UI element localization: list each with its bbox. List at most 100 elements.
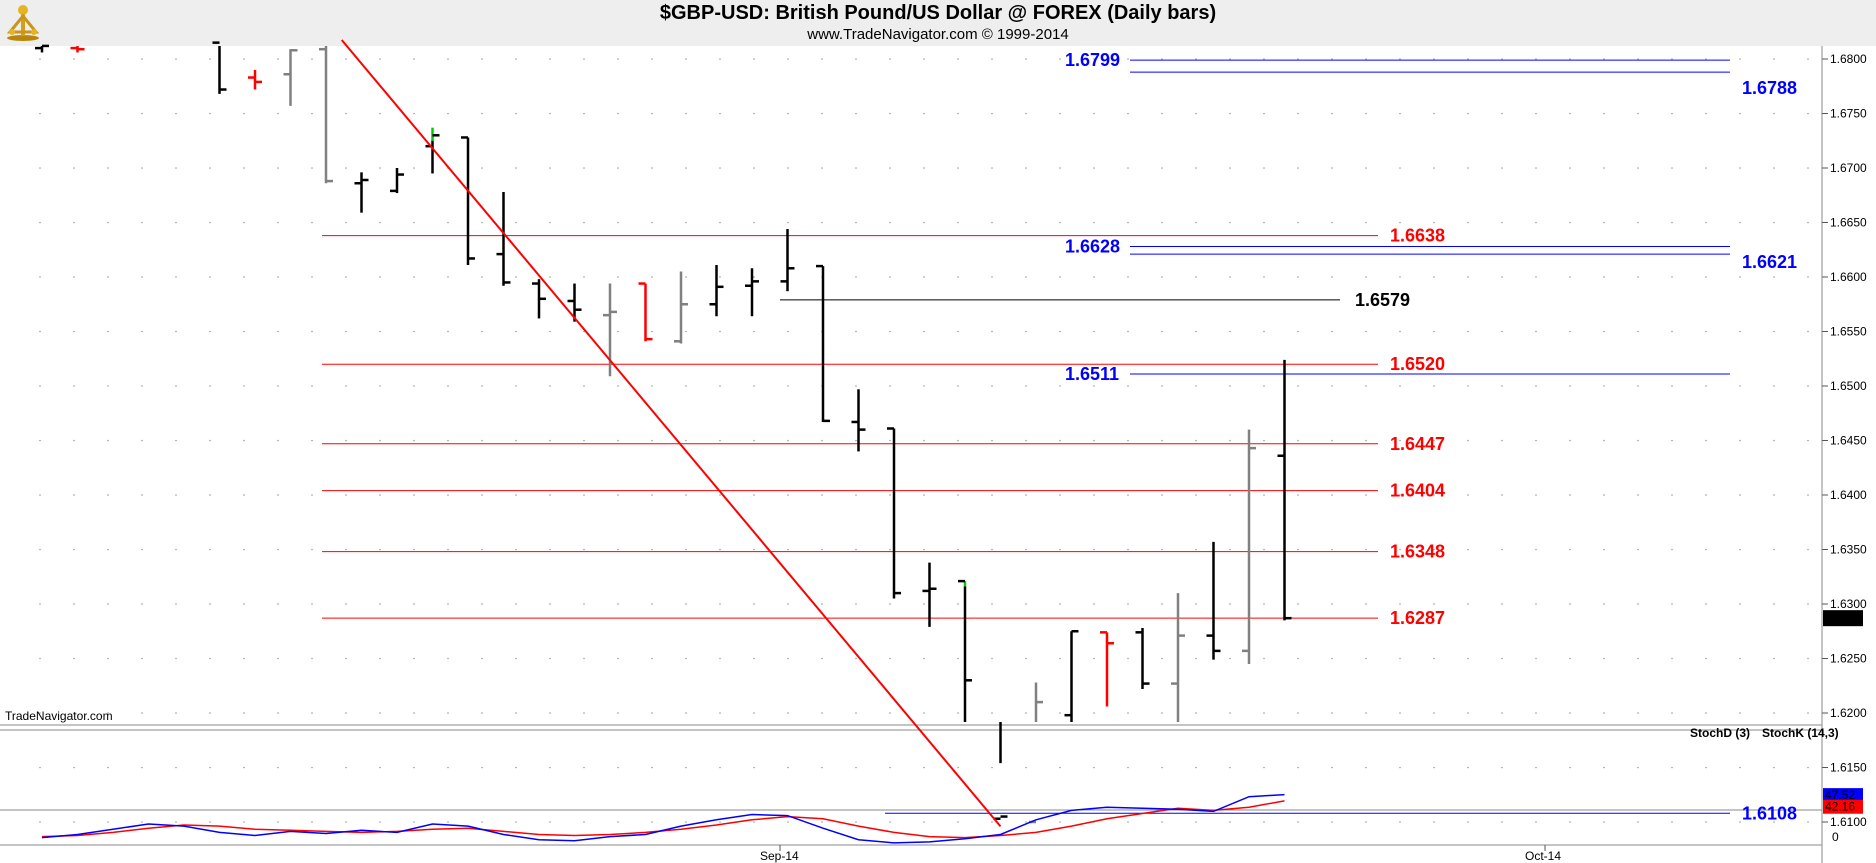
grid-dot bbox=[175, 657, 177, 660]
grid-dot bbox=[1093, 330, 1095, 333]
grid-dot bbox=[73, 494, 75, 496]
grid-dot bbox=[1399, 221, 1401, 224]
grid-dot bbox=[345, 821, 347, 823]
grid-dot bbox=[719, 712, 721, 714]
grid-dot bbox=[583, 821, 585, 823]
grid-dot bbox=[243, 221, 245, 224]
grid-dot bbox=[1569, 821, 1571, 823]
grid-dot bbox=[821, 167, 823, 169]
grid-dot bbox=[209, 112, 211, 115]
grid-dot bbox=[1739, 494, 1741, 496]
grid-dot bbox=[1025, 276, 1027, 278]
grid-dot bbox=[957, 766, 959, 769]
grid-dot bbox=[549, 276, 551, 278]
grid-dot bbox=[617, 58, 619, 60]
grid-dot bbox=[175, 494, 177, 496]
grid-dot bbox=[753, 385, 755, 387]
grid-dot bbox=[345, 276, 347, 278]
grid-dot bbox=[685, 221, 687, 224]
ohlc-bar bbox=[1100, 631, 1114, 707]
grid-dot bbox=[719, 766, 721, 769]
grid-dot bbox=[1603, 548, 1605, 551]
grid-dot bbox=[719, 112, 721, 115]
grid-dot bbox=[1263, 603, 1265, 605]
grid-dot bbox=[1603, 712, 1605, 714]
ohlc-bar bbox=[532, 279, 546, 319]
grid-dot bbox=[991, 766, 993, 769]
grid-dot bbox=[617, 276, 619, 278]
grid-dot bbox=[175, 548, 177, 551]
grid-dot bbox=[991, 385, 993, 387]
grid-dot bbox=[1637, 330, 1639, 333]
grid-dot bbox=[1229, 712, 1231, 714]
grid-dot bbox=[515, 112, 517, 115]
grid-dot bbox=[1535, 766, 1537, 769]
level-label-1.6108: 1.6108 bbox=[1742, 803, 1797, 823]
grid-dot bbox=[1195, 712, 1197, 714]
grid-dot bbox=[1365, 766, 1367, 769]
stochk-value-tag bbox=[1823, 788, 1863, 803]
grid-dot bbox=[1229, 548, 1231, 551]
grid-dot bbox=[1331, 385, 1333, 387]
grid-dot bbox=[1229, 494, 1231, 496]
grid-dot bbox=[39, 112, 41, 115]
grid-dot bbox=[889, 821, 891, 823]
grid-dot bbox=[685, 439, 687, 442]
grid-dot bbox=[311, 167, 313, 169]
grid-dot bbox=[549, 821, 551, 823]
last-price-tag bbox=[1823, 610, 1863, 627]
price-axis: 1.6100 1.6150 1.6200 1.6250 1.6300 1.6350 1.64… bbox=[760, 52, 1867, 863]
grid-dot bbox=[1297, 548, 1299, 551]
grid-dot bbox=[1127, 385, 1129, 387]
grid-dot bbox=[1399, 821, 1401, 823]
grid-dot bbox=[787, 330, 789, 333]
grid-dot bbox=[1501, 494, 1503, 496]
grid-dot bbox=[753, 548, 755, 551]
grid-dot bbox=[1263, 494, 1265, 496]
grid-dot bbox=[209, 221, 211, 224]
grid-dot bbox=[1467, 603, 1469, 605]
grid-dot bbox=[753, 439, 755, 442]
grid-dot bbox=[1569, 548, 1571, 551]
grid-dot bbox=[277, 276, 279, 278]
grid-dot bbox=[39, 58, 41, 60]
grid-dot bbox=[1025, 712, 1027, 714]
grid-dot bbox=[1297, 330, 1299, 333]
grid-dot bbox=[1773, 821, 1775, 823]
grid-dot bbox=[1297, 385, 1299, 387]
grid-dot bbox=[447, 276, 449, 278]
grid-dot bbox=[1365, 112, 1367, 115]
grid-dot bbox=[1127, 58, 1129, 60]
grid-dot bbox=[1127, 494, 1129, 496]
grid-dot bbox=[243, 657, 245, 660]
stochd-value-tag bbox=[1823, 799, 1863, 814]
grid-dot bbox=[209, 766, 211, 769]
grid-dot bbox=[1365, 58, 1367, 60]
grid-dot bbox=[1637, 548, 1639, 551]
grid-dot bbox=[1773, 330, 1775, 333]
grid-dot bbox=[141, 439, 143, 442]
grid-dot bbox=[1671, 494, 1673, 496]
grid-dot bbox=[1535, 494, 1537, 496]
grid-dot bbox=[1569, 330, 1571, 333]
grid-dot bbox=[1297, 58, 1299, 60]
grid-dot bbox=[1807, 439, 1809, 442]
grid-dot bbox=[1127, 712, 1129, 714]
grid-dot bbox=[311, 439, 313, 442]
grid-dot bbox=[1467, 330, 1469, 333]
grid-dot bbox=[855, 712, 857, 714]
grid-dot bbox=[1297, 167, 1299, 169]
grid-dot bbox=[651, 657, 653, 660]
grid-dot bbox=[481, 276, 483, 278]
grid-dot bbox=[1093, 766, 1095, 769]
grid-dot bbox=[1195, 657, 1197, 660]
grid-dot bbox=[719, 58, 721, 60]
grid-dot bbox=[1093, 112, 1095, 115]
grid-dot bbox=[413, 112, 415, 115]
price-tick-label: 1.6550 bbox=[1830, 325, 1867, 339]
grid-dot bbox=[1807, 58, 1809, 60]
grid-dot bbox=[379, 167, 381, 169]
grid-dot bbox=[1705, 276, 1707, 278]
grid-dot bbox=[1025, 385, 1027, 387]
grid-dot bbox=[39, 603, 41, 605]
